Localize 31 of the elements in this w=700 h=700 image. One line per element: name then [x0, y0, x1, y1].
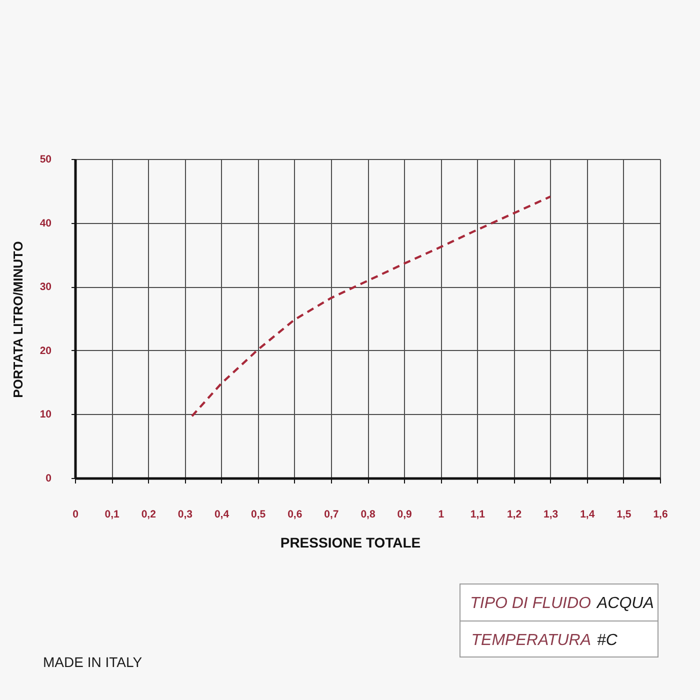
x-axis-title: PRESSIONE TOTALE	[280, 534, 421, 550]
y-tick-label: 30	[40, 281, 52, 294]
y-axis-title: PORTATA LITRO/MINUTO	[10, 241, 26, 398]
x-tick-label: 1,4	[580, 508, 595, 520]
x-tick-label: 0,8	[360, 508, 376, 520]
text: #C	[597, 632, 618, 649]
x-tick-label: 0,6	[288, 508, 302, 520]
y-tick-label: 50	[40, 154, 52, 166]
x-tick-label: 0,7	[324, 508, 339, 520]
text: TIPO DI FLUIDO	[470, 595, 591, 612]
y-tick-label: 10	[40, 408, 52, 421]
x-tick-label: 0,2	[141, 508, 156, 520]
x-tick-label: 0	[72, 508, 79, 520]
x-tick-label: 0,5	[251, 508, 266, 520]
line-series	[190, 196, 552, 418]
x-tick-label: 1,1	[470, 508, 486, 520]
y-tick-label: 20	[40, 344, 52, 357]
x-tick-label: 0,4	[214, 508, 230, 520]
text: TEMPERATURA	[471, 632, 591, 649]
y-tick-label: 0	[46, 472, 52, 484]
text: ACQUA	[596, 595, 654, 612]
x-tick-label: 1,5	[616, 508, 632, 520]
x-tick-label: 1	[438, 508, 444, 520]
x-tick-label: 0,9	[397, 508, 412, 520]
x-tick-label: 0,1	[104, 508, 120, 520]
x-tick-label: 1,3	[544, 508, 558, 520]
text: MADE IN ITALY	[43, 654, 143, 670]
x-tick-label: 1,2	[506, 508, 522, 520]
y-tick-label: 40	[40, 217, 52, 230]
x-tick-label: 1,6	[653, 508, 668, 520]
x-tick-label: 0,3	[178, 508, 193, 520]
